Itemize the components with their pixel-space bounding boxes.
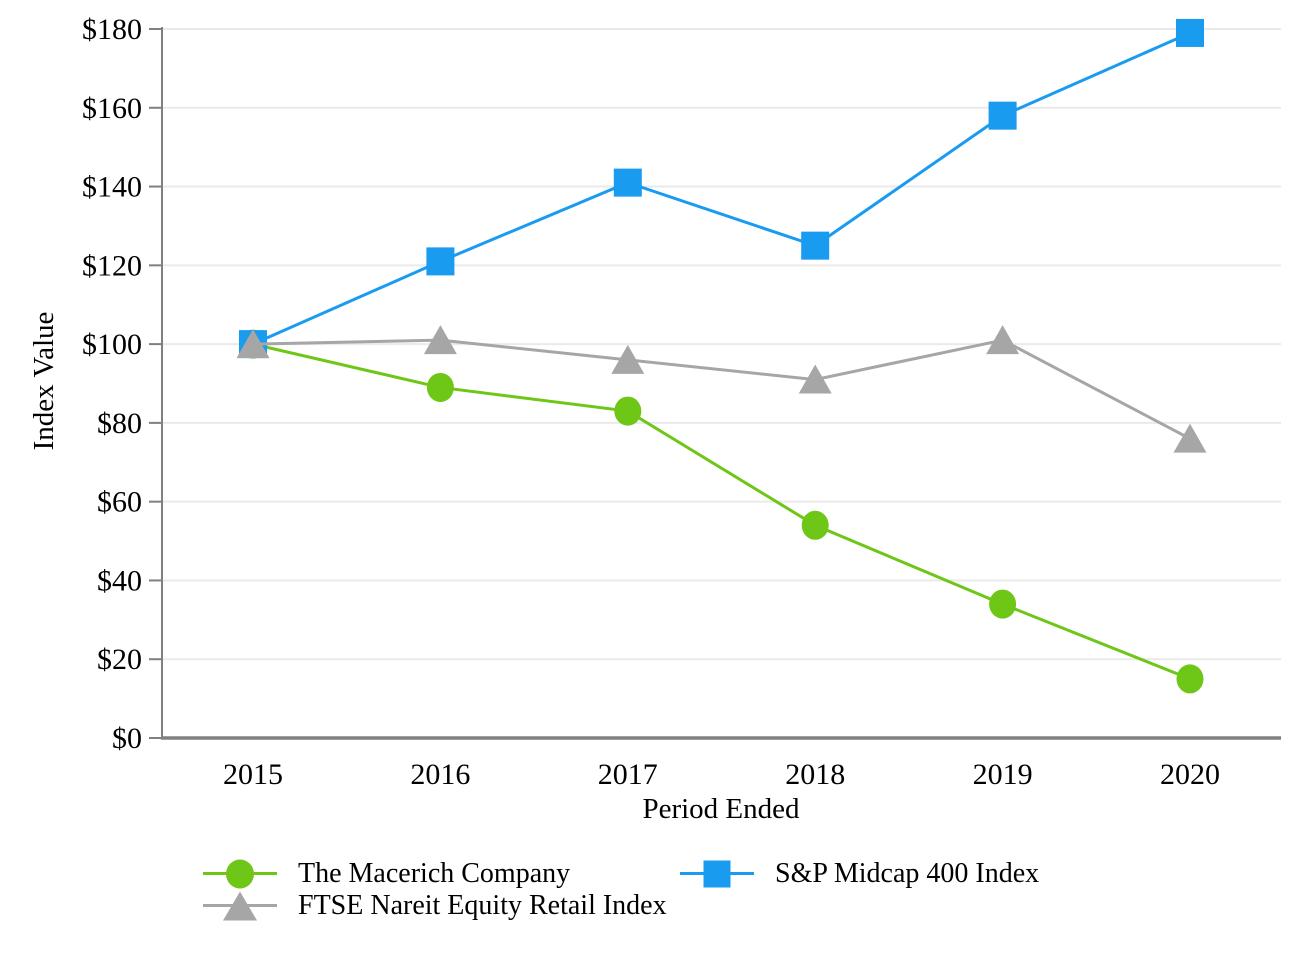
y-tick-label: $20: [97, 643, 142, 676]
triangle-marker-icon: [236, 329, 270, 359]
legend-label: FTSE Nareit Equity Retail Index: [298, 890, 667, 921]
square-marker-icon: [426, 247, 455, 276]
legend-item-ftse-nareit: FTSE Nareit Equity Retail Index: [203, 890, 680, 921]
x-tick-label: 2018: [785, 758, 845, 791]
square-marker-icon: [1176, 18, 1204, 47]
x-axis-title: Period Ended: [642, 793, 800, 825]
legend-label: S&P Midcap 400 Index: [775, 858, 1040, 889]
y-axis-ticks: $0 $20 $40 $60 $80 $100 $120 $140 $160 $180: [82, 13, 162, 755]
triangle-marker-icon: [611, 344, 645, 374]
y-tick-label: $0: [112, 722, 142, 755]
y-tick-label: $140: [82, 171, 142, 204]
gridlines: [162, 28, 1281, 661]
triangle-icon: [223, 891, 257, 920]
circle-marker-icon: [614, 396, 642, 426]
triangle-marker-icon: [1173, 423, 1207, 453]
circle-marker-icon: [203, 858, 277, 889]
circle-marker-icon: [801, 510, 829, 540]
axes: [161, 27, 1281, 740]
square-icon: [703, 860, 731, 887]
circle-marker-icon: [426, 372, 454, 402]
x-tick-label: 2020: [1160, 758, 1220, 791]
legend-label: The Macerich Company: [298, 858, 571, 889]
y-tick-label: $60: [97, 486, 142, 519]
y-tick-label: $100: [82, 328, 142, 361]
series-layer: [236, 18, 1207, 694]
y-tick-label: $40: [97, 564, 142, 597]
triangle-marker-icon: [798, 364, 832, 394]
square-marker-icon: [613, 168, 642, 197]
series-line-triangle: [252, 338, 1191, 440]
circle-icon: [226, 859, 254, 888]
legend-item-sp-midcap: S&P Midcap 400 Index: [680, 858, 1039, 889]
x-tick-label: 2015: [223, 758, 283, 791]
y-tick-label: $160: [82, 92, 142, 125]
triangle-marker-icon: [203, 890, 277, 921]
circle-marker-icon: [989, 589, 1017, 619]
x-tick-label: 2016: [410, 758, 470, 791]
square-marker-icon: [988, 101, 1017, 130]
square-marker-icon: [680, 858, 754, 889]
circle-marker-icon: [1176, 664, 1204, 694]
triangle-marker-icon: [986, 325, 1020, 355]
y-tick-label: $180: [82, 13, 142, 46]
triangle-marker-icon: [423, 325, 457, 355]
y-tick-label: $80: [97, 407, 142, 440]
series-line-square: [252, 31, 1191, 346]
y-tick-label: $120: [82, 249, 142, 282]
square-marker-icon: [801, 231, 830, 260]
chart-legend: The Macerich Company S&P Midcap 400 Inde…: [203, 858, 1039, 921]
series-line-circle: [252, 342, 1191, 681]
x-tick-label: 2017: [598, 758, 658, 791]
x-tick-label: 2019: [973, 758, 1033, 791]
y-axis-title: Index Value: [28, 312, 60, 451]
legend-item-macerich: The Macerich Company: [203, 858, 680, 889]
x-axis-ticks: 2015 2016 2017 2018 2019 2020: [223, 758, 1220, 791]
